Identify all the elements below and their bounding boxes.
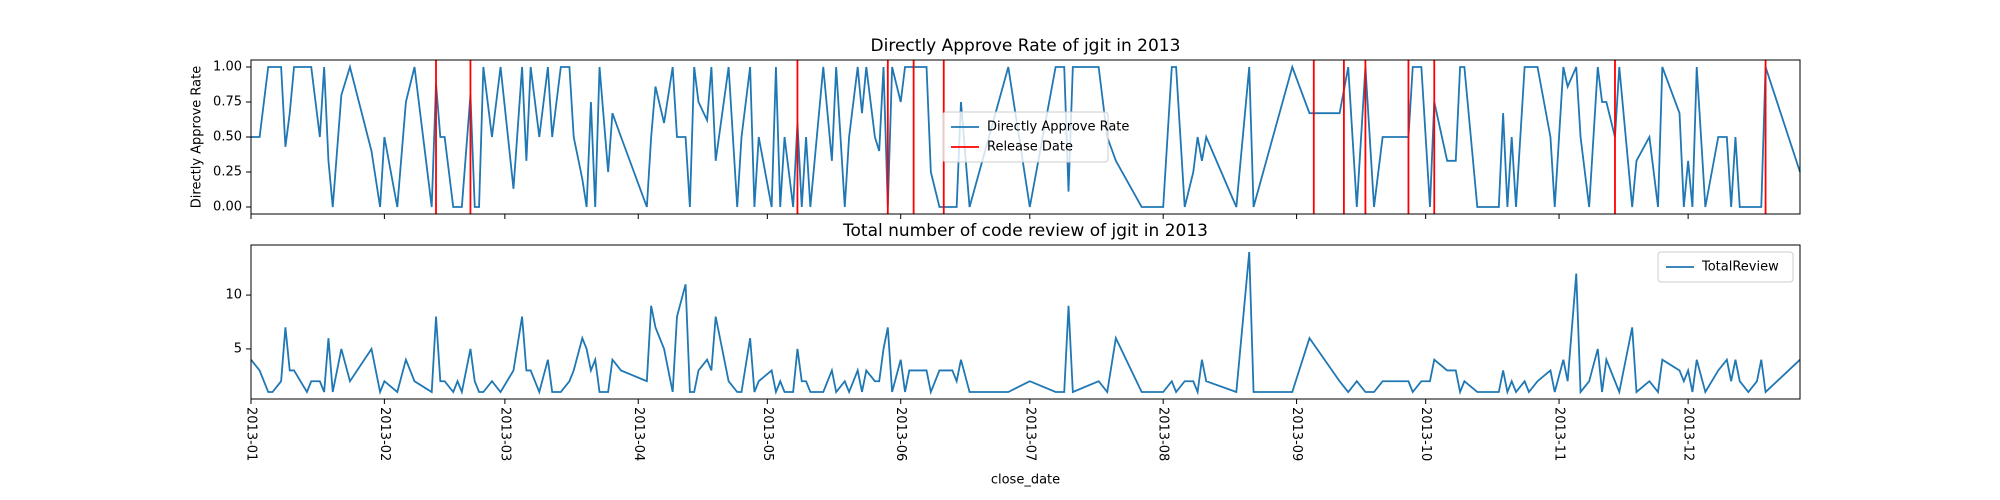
x-tick-label: 2013-06 [893,407,908,461]
x-tick-label: 2013-01 [244,407,259,461]
y-tick-label: 10 [225,288,242,303]
x-tick-label: 2013-11 [1552,407,1567,461]
y-axis-label: Directly Approve Rate [190,66,205,208]
y-tick-label: 1.00 [213,60,242,75]
x-tick-label: 2013-03 [497,407,512,461]
y-tick-label: 0.25 [213,165,242,180]
x-tick-label: 2013-08 [1156,407,1171,461]
legend-box [1657,251,1794,283]
y-tick-label: 0.75 [213,95,242,110]
y-tick-label: 5 [234,341,242,356]
y-tick-label: 0.00 [213,200,242,215]
x-tick-label: 2013-10 [1418,407,1433,461]
data-line [250,251,1801,396]
x-axis-label: close_date [991,473,1060,488]
x-tick-label: 2013-12 [1681,407,1696,461]
x-tick-label: 2013-05 [760,407,775,461]
legend-label: Directly Approve Rate [987,120,1129,135]
axes-frame [250,244,1801,400]
x-tick-label: 2013-09 [1289,407,1304,461]
x-tick-label: 2013-02 [377,407,392,461]
x-tick-label: 2013-04 [631,407,646,461]
legend-box [942,111,1109,163]
legend-label: TotalReview [1701,260,1779,275]
x-tick-label: 2013-07 [1022,407,1037,461]
axes-frame [250,59,1801,215]
y-tick-label: 0.50 [213,130,242,145]
chart-title: Total number of code review of jgit in 2… [842,221,1208,241]
chart-title: Directly Approve Rate of jgit in 2013 [871,36,1181,56]
legend-label: Release Date [987,140,1073,155]
